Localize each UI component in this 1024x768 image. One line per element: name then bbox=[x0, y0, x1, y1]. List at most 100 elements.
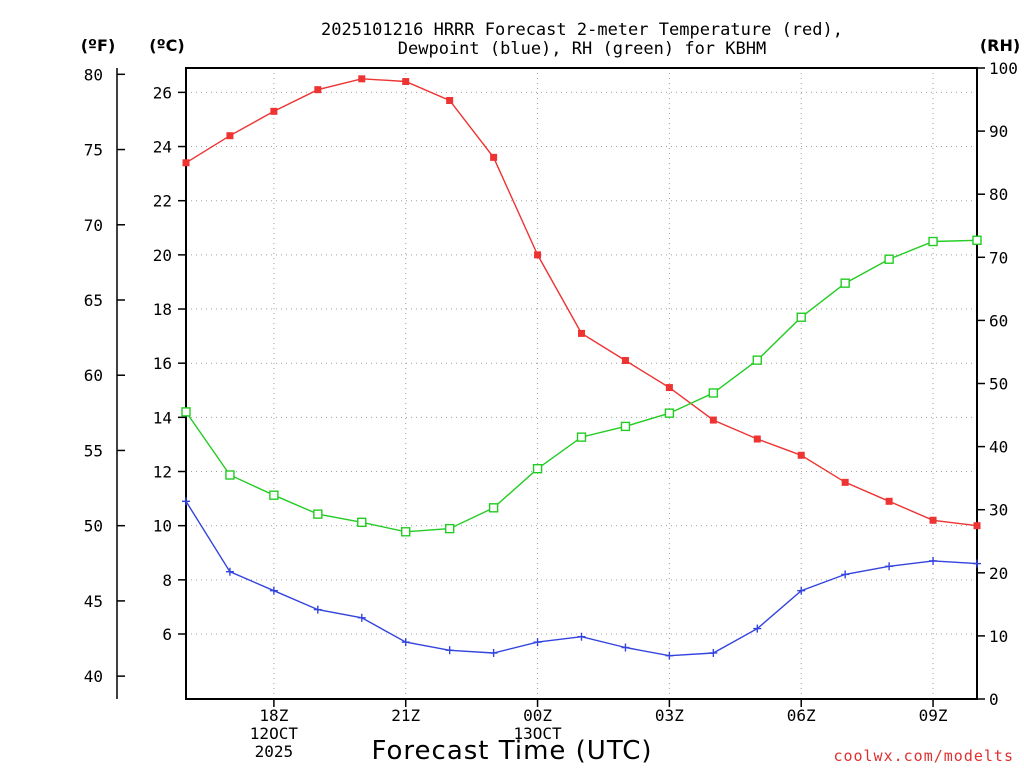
rh-tick-label: 60 bbox=[989, 311, 1008, 330]
x-tick-label: 21Z bbox=[391, 706, 420, 725]
dewpoint-point bbox=[489, 648, 498, 657]
fahrenheit-tick-label: 40 bbox=[84, 667, 103, 686]
rh-point bbox=[620, 421, 631, 432]
celsius-tick-label: 6 bbox=[162, 625, 172, 644]
series-temperature bbox=[182, 75, 981, 530]
rh-point bbox=[488, 503, 499, 513]
rh-point bbox=[357, 517, 367, 528]
celsius-tick-label: 22 bbox=[153, 192, 172, 211]
series-rh bbox=[181, 235, 982, 537]
dewpoint-point bbox=[973, 559, 981, 568]
temperature-point bbox=[578, 329, 585, 337]
chart-title-line1: 2025101216 HRRR Forecast 2-meter Tempera… bbox=[321, 20, 843, 40]
temperature-line bbox=[185, 78, 978, 527]
temperature-point bbox=[797, 451, 805, 459]
temperature-point bbox=[665, 384, 673, 392]
dewpoint-point bbox=[533, 638, 542, 647]
dewpoint-point bbox=[797, 586, 806, 595]
temperature-point bbox=[885, 497, 893, 505]
dewpoint-point bbox=[841, 570, 850, 579]
dewpoint-point bbox=[445, 646, 454, 655]
rh-point bbox=[928, 236, 938, 247]
x-tick-label: 03Z bbox=[655, 706, 684, 725]
celsius-tick-label: 26 bbox=[153, 83, 172, 102]
tick-labels: 6 8 10 12 14 16 18 20 22 24 26 40 45 50 55 60 65 70 75 80 0 1… bbox=[84, 59, 1018, 761]
temperature-point bbox=[621, 356, 629, 364]
celsius-tick-label: 14 bbox=[153, 408, 172, 427]
fahrenheit-tick-label: 75 bbox=[84, 141, 103, 160]
rh-tick-label: 40 bbox=[989, 438, 1008, 457]
chart-title-line2: Dewpoint (blue), RH (green) for KBHM bbox=[398, 39, 766, 59]
rh-point bbox=[884, 254, 894, 264]
temperature-point bbox=[446, 96, 454, 104]
dewpoint-point bbox=[182, 497, 190, 506]
temperature-point bbox=[490, 153, 498, 161]
temperature-point bbox=[841, 478, 849, 486]
rh-point bbox=[708, 388, 719, 398]
rh-point bbox=[181, 407, 191, 417]
x-tick-label: 09Z bbox=[919, 706, 948, 725]
rh-point bbox=[225, 470, 235, 480]
temperature-point bbox=[358, 75, 366, 83]
dewpoint-point bbox=[269, 586, 278, 595]
temperature-point bbox=[973, 522, 981, 530]
dewpoint-point bbox=[885, 562, 894, 571]
x-tick-label: 13OCT bbox=[513, 724, 562, 743]
fahrenheit-tick-label: 55 bbox=[84, 441, 103, 460]
fahrenheit-unit-label: (ºF) bbox=[81, 36, 116, 55]
x-tick-label: 00Z bbox=[523, 706, 552, 725]
celsius-tick-label: 18 bbox=[153, 300, 172, 319]
fahrenheit-tick-label: 80 bbox=[84, 65, 103, 84]
dewpoint-point bbox=[753, 624, 762, 633]
rh-point bbox=[532, 463, 543, 474]
rh-tick-label: 30 bbox=[989, 501, 1008, 520]
rh-point bbox=[664, 408, 675, 418]
rh-tick-label: 20 bbox=[989, 564, 1008, 583]
temperature-point bbox=[270, 107, 278, 115]
credit-text: coolwx.com/modelts bbox=[833, 747, 1014, 765]
temperature-point bbox=[226, 132, 234, 140]
celsius-tick-label: 24 bbox=[153, 138, 172, 157]
dewpoint-point bbox=[621, 643, 630, 652]
x-tick-label: 2025 bbox=[255, 742, 294, 761]
temperature-point bbox=[534, 251, 542, 259]
rh-tick-label: 80 bbox=[989, 185, 1008, 204]
dewpoint-point bbox=[313, 605, 322, 614]
celsius-tick-label: 8 bbox=[162, 571, 172, 590]
temperature-point bbox=[402, 78, 410, 86]
temperature-point bbox=[314, 86, 322, 94]
celsius-tick-label: 20 bbox=[153, 246, 172, 265]
dewpoint-point bbox=[225, 567, 234, 576]
dewpoint-point bbox=[665, 651, 674, 660]
rh-tick-label: 90 bbox=[989, 122, 1008, 141]
rh-point bbox=[752, 355, 762, 365]
rh-point bbox=[796, 312, 806, 322]
rh-point bbox=[840, 278, 850, 288]
series-dewpoint bbox=[182, 497, 981, 660]
temperature-point bbox=[929, 516, 937, 524]
dewpoint-point bbox=[709, 648, 718, 657]
rh-point bbox=[972, 235, 982, 245]
rh-point bbox=[313, 509, 323, 519]
fahrenheit-tick-label: 60 bbox=[84, 366, 103, 385]
celsius-tick-label: 12 bbox=[153, 463, 172, 482]
fahrenheit-tick-label: 50 bbox=[84, 517, 103, 536]
rh-unit-label: (RH) bbox=[980, 36, 1020, 55]
x-tick-label: 12OCT bbox=[250, 724, 299, 743]
dewpoint-point bbox=[929, 556, 938, 565]
celsius-tick-label: 10 bbox=[153, 517, 172, 536]
celsius-unit-label: (ºC) bbox=[149, 36, 184, 55]
dewpoint-line bbox=[185, 500, 978, 657]
fahrenheit-tick-label: 65 bbox=[84, 291, 103, 310]
temperature-point bbox=[753, 435, 761, 443]
rh-point bbox=[444, 523, 455, 534]
temperature-point bbox=[182, 159, 190, 167]
dewpoint-point bbox=[357, 613, 366, 622]
rh-tick-label: 100 bbox=[989, 59, 1018, 78]
rh-point bbox=[401, 527, 411, 537]
celsius-tick-label: 16 bbox=[153, 354, 172, 373]
rh-point bbox=[576, 432, 587, 442]
temperature-point bbox=[709, 416, 717, 424]
x-axis-title: Forecast Time (UTC) bbox=[371, 736, 652, 766]
